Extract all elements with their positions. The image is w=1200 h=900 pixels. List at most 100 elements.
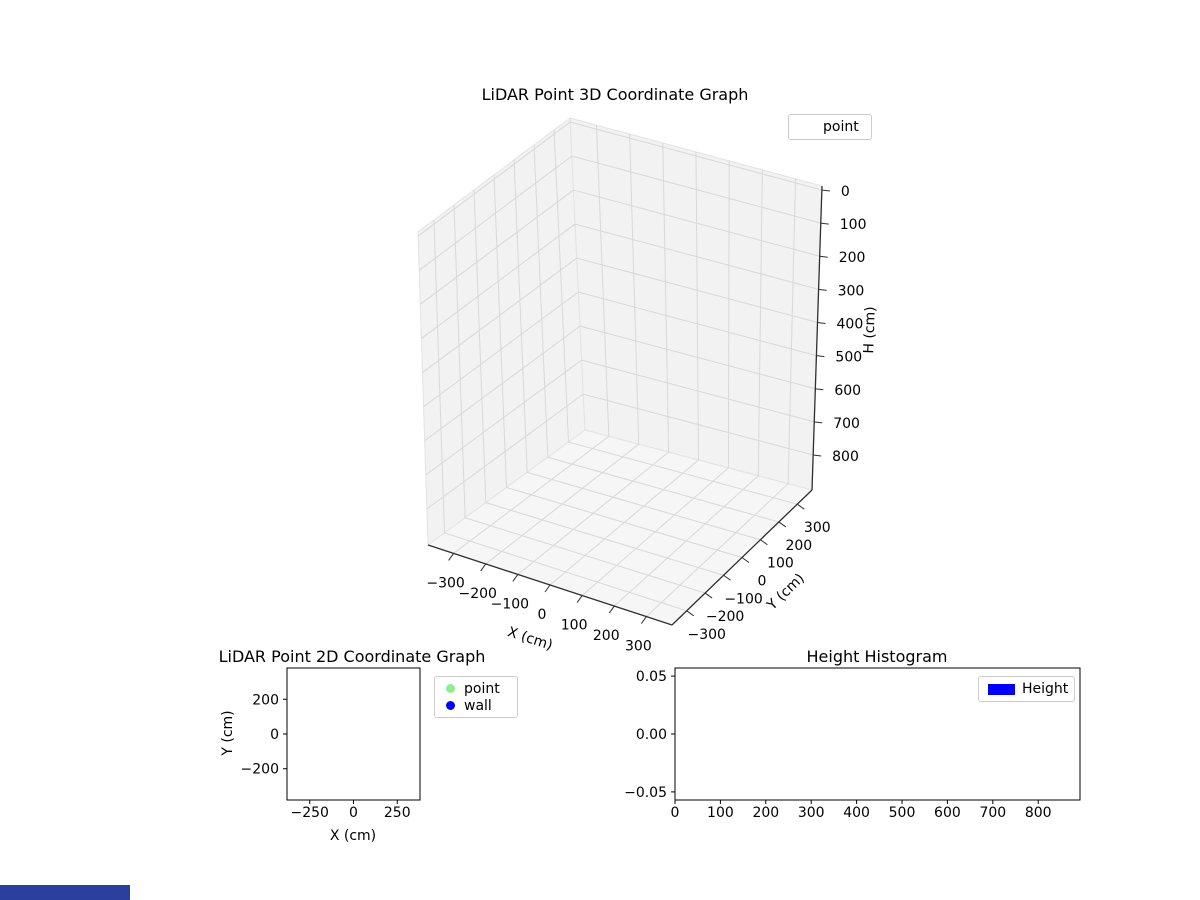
plot3d-x-tick-label: 0 <box>538 607 547 623</box>
legend-row: point <box>435 680 517 697</box>
plot3d-x-tick <box>608 605 615 614</box>
plot3d-z-tick <box>820 222 829 225</box>
plot3d-y-tick <box>797 503 805 510</box>
plot2d-x-tick-label: −250 <box>291 805 329 821</box>
plot3d-y-tick <box>686 610 694 617</box>
plot3d-y-tick-label: −200 <box>706 609 744 625</box>
plot3d-gridline-y <box>553 129 570 443</box>
plot3d-gridline-x <box>613 475 759 607</box>
plot3d-gridline-y <box>453 205 466 518</box>
plot3d-gridline-y <box>527 471 761 541</box>
plot2d-xlabel: X (cm) <box>329 828 377 844</box>
plot3d-z-tick-label: 0 <box>841 184 850 200</box>
plot3d-z-tick-label: 200 <box>839 250 866 266</box>
plot2d-legend: point wall <box>434 676 518 718</box>
plot3d-gridline-x <box>757 169 763 476</box>
wall-marker-icon <box>446 701 455 710</box>
hist-legend: Height <box>978 676 1075 702</box>
plot3d-x-tick <box>448 553 455 561</box>
plot3d-y-tick-label: 300 <box>804 520 831 536</box>
hist-x-tick-label: 800 <box>1025 805 1052 821</box>
plot3d-gridline-y <box>473 189 487 503</box>
plot3d-y-tick-label: 200 <box>785 538 812 554</box>
plot2d-x-tick-label: 0 <box>349 805 358 821</box>
plot3d-gridline-y <box>547 456 779 523</box>
plot3d-y-tick <box>741 557 750 563</box>
legend-label-point: point <box>823 119 859 135</box>
plot3d-y-tick <box>778 521 787 528</box>
hist-x-tick-label: 300 <box>798 805 825 821</box>
plot3d-x-tick-label: 300 <box>625 639 652 655</box>
hist-x-tick-label: 600 <box>934 805 961 821</box>
taskbar-fragment[interactable] <box>0 885 130 900</box>
plot3d-y-tick-label: −100 <box>724 591 762 607</box>
plot3d-x-tick <box>512 574 519 582</box>
plot3d-gridline-y <box>533 144 549 458</box>
plot2d-y-tick-label: 200 <box>252 692 279 708</box>
plot3d-gridline-y <box>493 174 507 488</box>
plot3d-gridline-x <box>695 151 699 461</box>
plot3d-x-tick-label: 100 <box>561 618 588 634</box>
plot3d-z-tick <box>813 454 822 457</box>
plot3d-z-tick <box>817 321 826 324</box>
plot3d-gridline-x <box>727 160 730 468</box>
plot3d-legend: point <box>788 114 872 140</box>
plot3d-z-tick-label: 300 <box>838 283 865 299</box>
plot3d-y-tick <box>723 574 731 581</box>
hist-y-tick-label: 0.00 <box>636 727 667 743</box>
hist-x-tick-label: 700 <box>979 805 1006 821</box>
plot3d-gridline-x <box>581 467 729 596</box>
legend-row: point <box>789 115 871 139</box>
plot3d-x-tick <box>576 595 583 603</box>
plot3d-gridline-y <box>513 159 528 473</box>
plot3d-gridline-x <box>549 459 699 586</box>
legend-label-height: Height <box>1022 681 1069 697</box>
plot3d-z-tick <box>816 355 825 358</box>
plot3d-z-tick-label: 800 <box>832 449 859 465</box>
hist-x-tick-label: 0 <box>671 805 680 821</box>
legend-row: wall <box>435 697 517 714</box>
plot2d-axes-box <box>286 667 421 801</box>
point-marker-icon <box>446 684 455 693</box>
plot3d-z-tick-label: 500 <box>835 350 862 366</box>
hist-x-tick-label: 500 <box>889 805 916 821</box>
legend-label-wall: wall <box>464 697 492 714</box>
plot3d-z-tick-label: 100 <box>840 217 867 233</box>
plot2d-x-tick-label: 250 <box>384 805 411 821</box>
plot3d-zlabel: H (cm) <box>861 306 879 354</box>
plot3d-gridline-x <box>787 178 797 484</box>
plot3d-z-axis-line <box>811 185 823 491</box>
hist-title: Height Histogram <box>806 647 948 666</box>
plot3d-z-tick-label: 700 <box>833 416 860 432</box>
plot3d-z-tick <box>821 189 830 192</box>
plot3d-y-tick <box>760 539 768 546</box>
plot3d-x-tick-label: −300 <box>426 575 464 591</box>
plot2d-title: LiDAR Point 2D Coordinate Graph <box>218 647 486 666</box>
plot3d-gridline-y <box>568 441 798 505</box>
hist-y-tick-label: −0.05 <box>624 785 667 801</box>
plot3d-x-tick <box>544 584 551 593</box>
legend-label-point: point <box>464 680 500 697</box>
plot3d-gridline-x <box>662 143 670 453</box>
plot3d-x-tick <box>480 563 487 572</box>
plot3d-x-tick <box>640 616 647 624</box>
hist-x-tick-label: 400 <box>843 805 870 821</box>
plot3d-z-tick-label: 600 <box>834 383 861 399</box>
plot2d-ylabel: Y (cm) <box>220 710 236 756</box>
plot3d-z-tick <box>815 388 824 391</box>
height-patch-icon <box>988 683 1015 695</box>
plot3d-x-axis-line <box>427 544 673 626</box>
plot3d-gridline-x <box>629 134 640 445</box>
plot3d-x-tick-label: −200 <box>459 586 497 602</box>
plot3d-y-tick-label: 100 <box>767 556 794 572</box>
plot3d-x-tick-label: 200 <box>593 628 620 644</box>
plot3d-z-tick-label: 400 <box>837 316 864 332</box>
plot3d-y-tick-label: −300 <box>687 627 725 643</box>
legend-row: Height <box>979 677 1074 701</box>
plot3d-gridline-x <box>646 483 789 617</box>
plot3d-z-tick <box>814 421 823 424</box>
plot3d-x-tick-label: −100 <box>491 596 529 612</box>
plot3d-y-tick <box>704 592 713 599</box>
